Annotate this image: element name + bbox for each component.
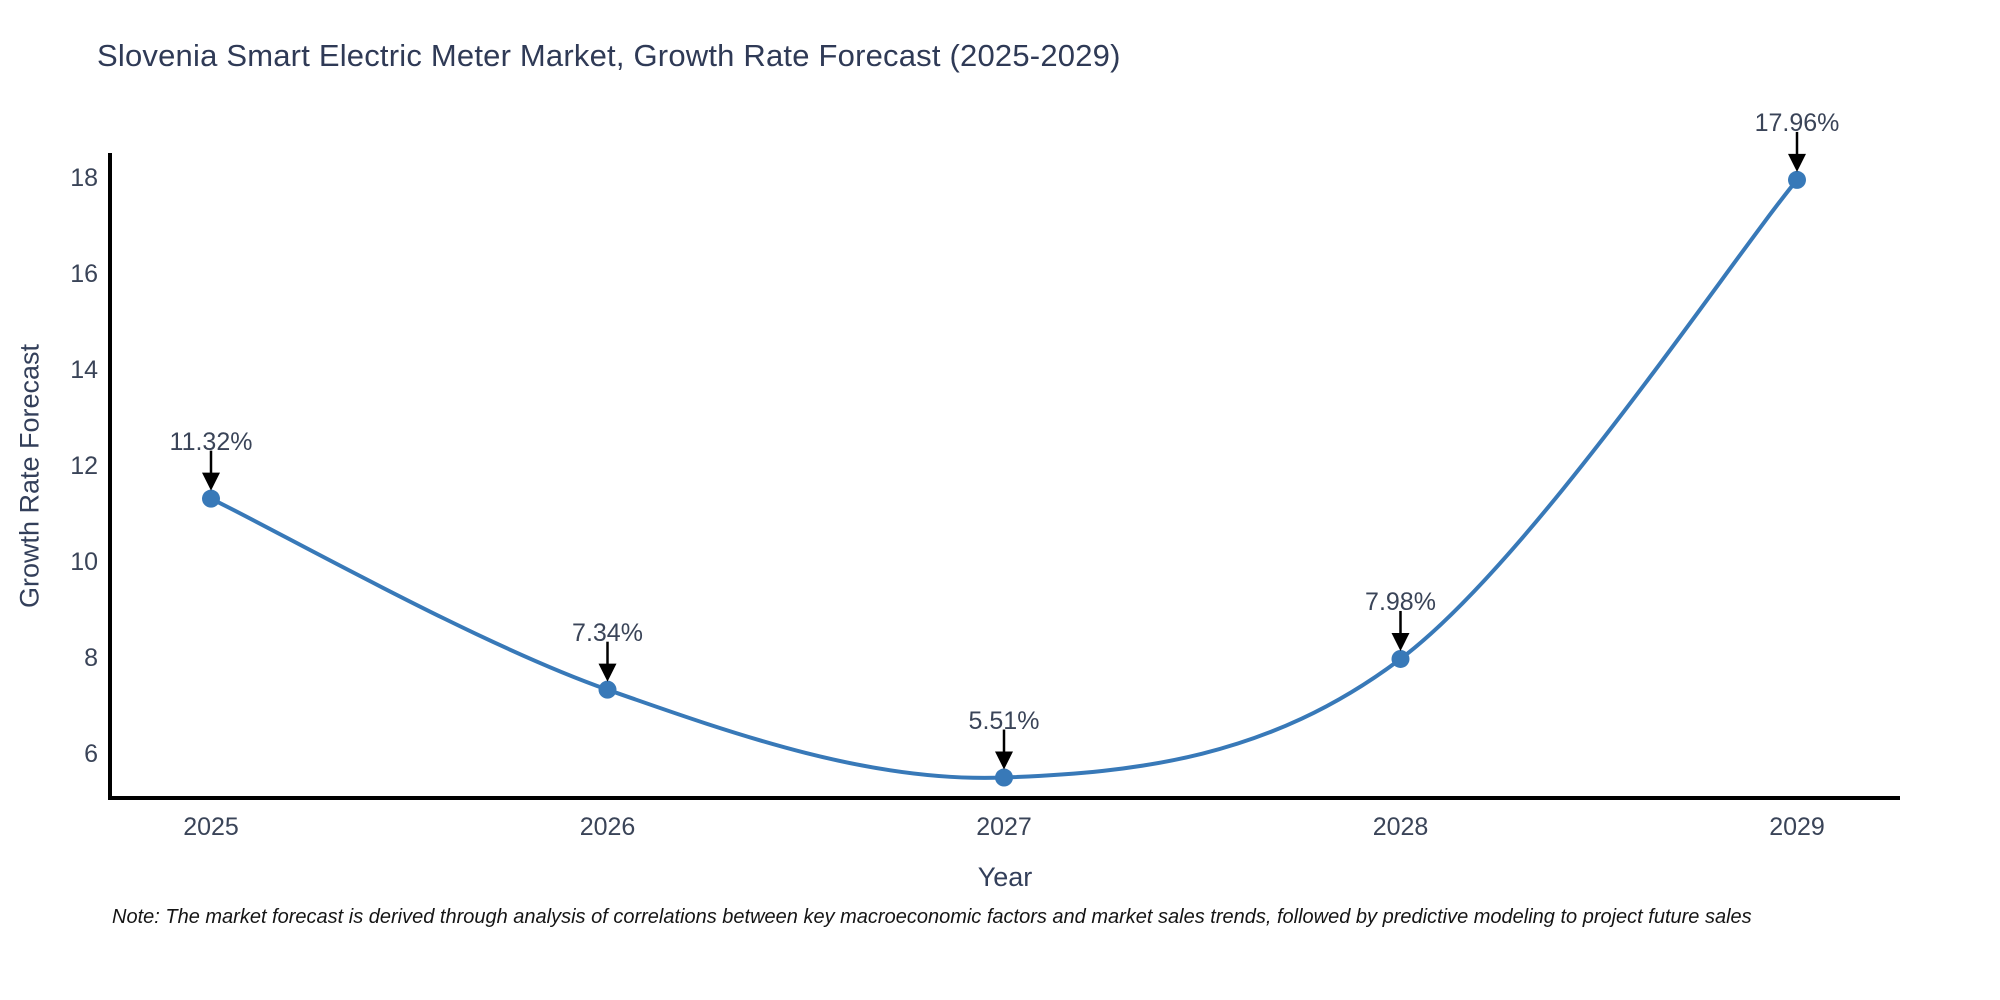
y-tick-label: 8 xyxy=(84,644,98,672)
chart-title: Slovenia Smart Electric Meter Market, Gr… xyxy=(97,38,1121,73)
annotation-arrow-head xyxy=(1391,632,1410,651)
data-point-marker xyxy=(1788,170,1806,189)
footnote: Note: The market forecast is derived thr… xyxy=(112,906,1752,928)
annotation-arrow-head xyxy=(598,663,617,682)
data-point-marker xyxy=(202,489,220,508)
annotation-arrow-head xyxy=(202,472,220,491)
y-tick-label: 12 xyxy=(70,452,98,480)
x-tick-label: 2027 xyxy=(976,813,1032,841)
point-annotation: 17.96% xyxy=(1754,108,1840,137)
x-tick-label: 2026 xyxy=(579,813,636,841)
y-tick-label: 10 xyxy=(70,548,98,576)
annotation-arrow-head xyxy=(1788,153,1806,172)
x-tick-label: 2025 xyxy=(183,813,239,841)
annotation-arrow-head xyxy=(995,751,1013,770)
x-axis-label: Year xyxy=(977,862,1033,892)
y-tick-label: 14 xyxy=(70,356,98,384)
data-point-marker xyxy=(1391,649,1410,668)
y-tick-label: 18 xyxy=(70,164,98,192)
point-annotation: 7.34% xyxy=(572,618,643,647)
y-tick-label: 16 xyxy=(70,260,98,288)
point-annotation: 5.51% xyxy=(968,706,1040,735)
y-tick-label: 6 xyxy=(84,740,98,768)
data-point-marker xyxy=(598,680,617,699)
data-point-marker xyxy=(995,768,1013,787)
point-annotation: 11.32% xyxy=(169,427,253,456)
x-tick-label: 2028 xyxy=(1372,813,1429,841)
point-annotation: 7.98% xyxy=(1365,587,1436,616)
x-tick-label: 2029 xyxy=(1769,813,1825,841)
forecast-line xyxy=(209,177,1799,780)
